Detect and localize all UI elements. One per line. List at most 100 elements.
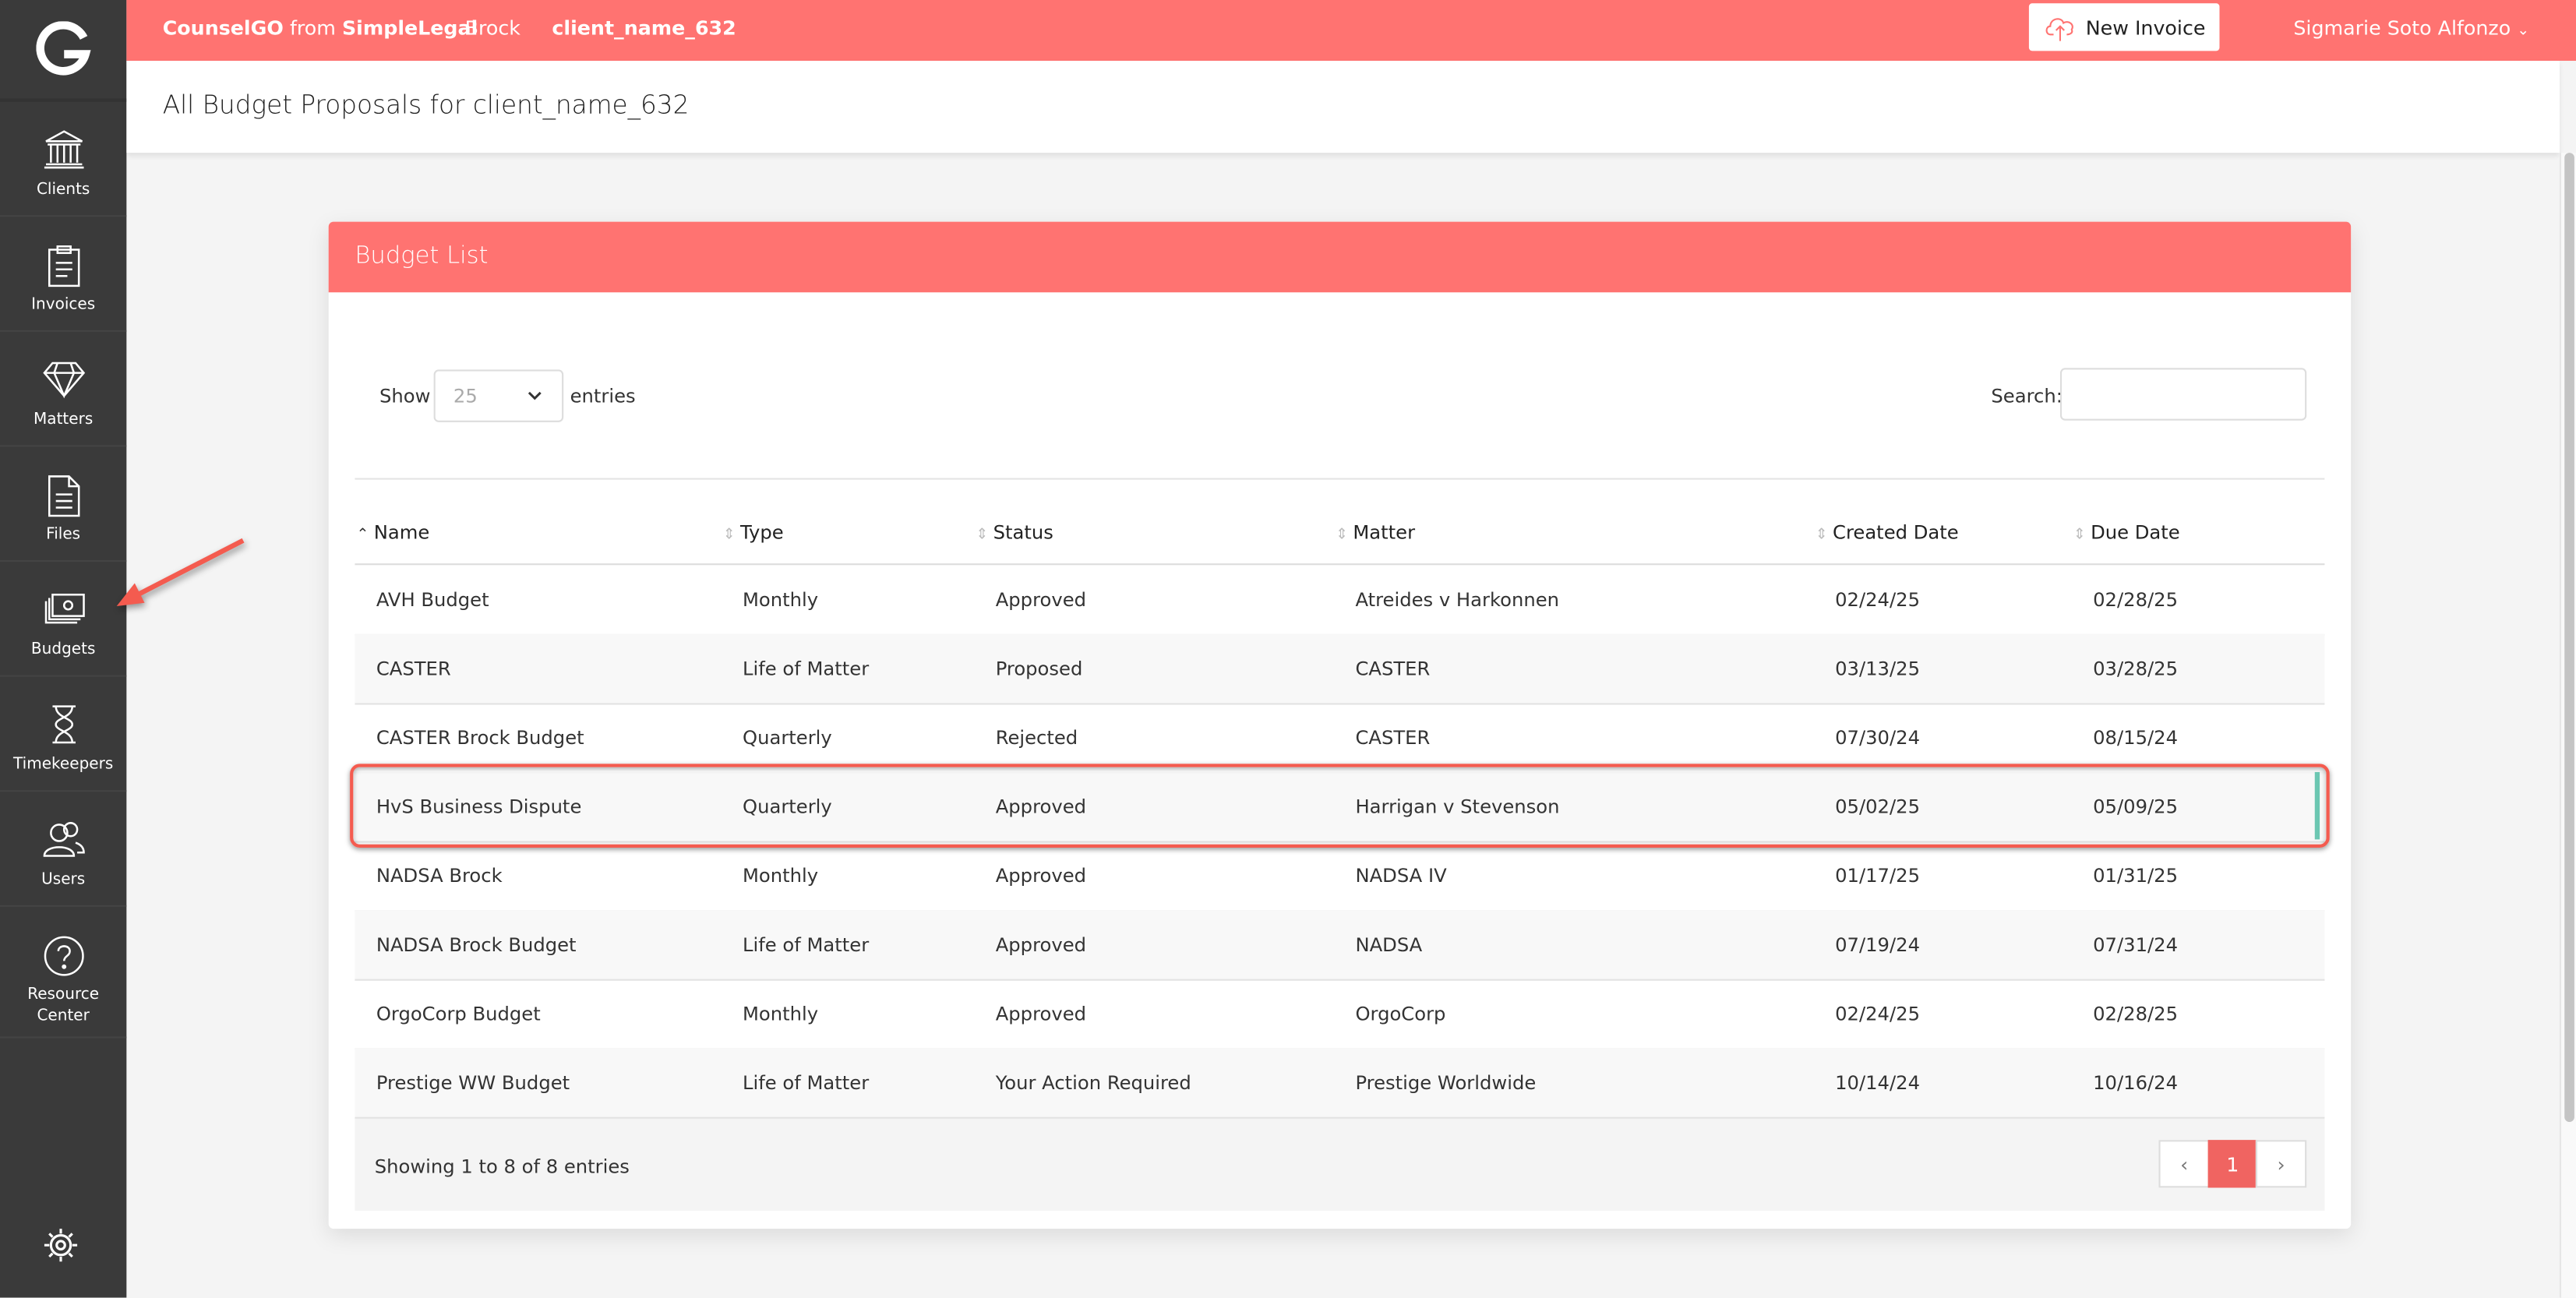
cell-status: Proposed xyxy=(995,657,1083,680)
sidebar-item-matters[interactable]: Matters xyxy=(0,330,127,447)
cell-due-date: 07/31/24 xyxy=(2093,933,2179,957)
cell-type: Quarterly xyxy=(743,725,832,750)
cell-matter: CASTER xyxy=(1355,657,1431,680)
breadcrumb-client[interactable]: client_name_632 xyxy=(552,16,736,40)
column-label: Status xyxy=(993,520,1053,544)
column-header-due-date[interactable]: ⇕ Due Date xyxy=(2073,520,2180,544)
sidebar-item-files[interactable]: Files xyxy=(0,445,127,563)
cell-due-date: 03/28/25 xyxy=(2093,657,2179,680)
user-menu[interactable]: Sigmarie Soto Alfonzo ⌄ xyxy=(2293,16,2529,40)
cloud-upload-icon xyxy=(2045,17,2073,41)
scrollbar-thumb[interactable] xyxy=(2564,153,2574,1123)
counselgo-logo[interactable] xyxy=(0,0,127,102)
table-row[interactable]: CASTER Life of Matter Proposed CASTER 03/13/… xyxy=(355,633,2325,705)
sort-asc-icon: ⌃ xyxy=(356,527,369,544)
cell-type: Life of Matter xyxy=(743,1070,870,1095)
brand-name: CounselGO xyxy=(162,16,284,40)
table-row[interactable]: NADSA Brock Monthly Approved NADSA IV 01/17/… xyxy=(355,841,2325,912)
cell-created-date: 10/14/24 xyxy=(1835,1070,1921,1095)
breadcrumb-firm[interactable]: Brock xyxy=(464,16,520,40)
sort-icon: ⇕ xyxy=(1815,527,1828,544)
user-name: Sigmarie Soto Alfonzo xyxy=(2293,16,2511,40)
page-header: All Budget Proposals for client_name_632 xyxy=(126,61,2560,153)
cell-due-date: 02/28/25 xyxy=(2093,587,2179,612)
chevron-right-icon: › xyxy=(2277,1152,2285,1176)
page-title: All Budget Proposals for client_name_632 xyxy=(162,90,690,120)
cell-type: Life of Matter xyxy=(743,657,870,680)
entries-select[interactable]: 25 xyxy=(433,369,564,422)
card-title: Budget List xyxy=(355,243,489,270)
cell-name: CASTER xyxy=(376,657,451,680)
column-label: Due Date xyxy=(2091,520,2180,544)
top-bar: CounselGO from SimpleLegal Brock client_… xyxy=(126,0,2576,62)
chevron-down-icon xyxy=(528,391,542,400)
cell-name: Prestige WW Budget xyxy=(376,1070,570,1095)
column-label: Name xyxy=(373,520,430,544)
cell-matter: Atreides v Harkonnen xyxy=(1355,587,1560,612)
page-number: 1 xyxy=(2226,1152,2239,1176)
sidebar-item-timekeepers[interactable]: Timekeepers xyxy=(0,675,127,792)
table-row[interactable]: HvS Business Dispute Quarterly Approved Har… xyxy=(355,771,2325,843)
users-icon xyxy=(0,820,126,859)
table-row[interactable]: NADSA Brock Budget Life of Matter Approved… xyxy=(355,910,2325,981)
sidebar-item-label: Clients xyxy=(36,180,90,199)
highlight-annotation xyxy=(350,764,2330,848)
column-label: Created Date xyxy=(1833,520,1959,544)
cell-matter: Prestige Worldwide xyxy=(1355,1070,1537,1095)
header-border xyxy=(355,563,2325,566)
column-label: Matter xyxy=(1353,520,1416,544)
sort-icon: ⇕ xyxy=(976,527,989,544)
cell-created-date: 03/13/25 xyxy=(1835,657,1921,680)
prev-page-button[interactable]: ‹ xyxy=(2158,1140,2210,1188)
budget-list-card: Budget List Show 25 entries Search: ⌃ Nam… xyxy=(328,221,2352,1229)
brand-company: SimpleLegal xyxy=(341,16,478,40)
sort-icon: ⇕ xyxy=(1336,527,1349,544)
search-label: Search: xyxy=(1991,384,2063,407)
next-page-button[interactable]: › xyxy=(2255,1140,2307,1188)
sidebar-item-label: Invoices xyxy=(31,295,96,314)
table-row[interactable]: Prestige WW Budget Life of Matter Your Act… xyxy=(355,1048,2325,1119)
file-icon xyxy=(0,474,126,517)
gear-icon[interactable] xyxy=(43,1227,79,1270)
column-header-matter[interactable]: ⇕ Matter xyxy=(1336,520,1415,544)
sidebar-item-clients[interactable]: Clients xyxy=(0,101,127,217)
cell-due-date: 02/28/25 xyxy=(2093,1002,2179,1025)
brand[interactable]: CounselGO from SimpleLegal xyxy=(163,16,478,40)
cell-status: Approved xyxy=(995,587,1087,612)
scrollbar[interactable] xyxy=(2559,153,2576,1298)
chevron-down-icon: ⌄ xyxy=(2517,23,2530,40)
brand-from: from xyxy=(289,16,336,40)
sidebar-item-budgets[interactable]: Budgets xyxy=(0,560,127,677)
cell-created-date: 07/30/24 xyxy=(1835,725,1921,750)
cell-type: Life of Matter xyxy=(743,933,870,957)
table-row[interactable]: AVH Budget Monthly Approved Atreides v Hark… xyxy=(355,565,2325,636)
sidebar-item-invoices[interactable]: Invoices xyxy=(0,215,127,332)
sort-icon: ⇕ xyxy=(722,527,736,544)
cell-due-date: 01/31/25 xyxy=(2093,864,2179,887)
search-input[interactable] xyxy=(2059,368,2307,421)
cell-status: Your Action Required xyxy=(995,1070,1191,1095)
hourglass-icon xyxy=(0,705,126,745)
sort-icon: ⇕ xyxy=(2073,527,2086,544)
card-header: Budget List xyxy=(328,221,2352,293)
sidebar-item-resource-center[interactable]: Resource Center xyxy=(0,905,127,1039)
help-icon xyxy=(0,935,126,976)
cell-due-date: 05/09/25 xyxy=(2093,795,2179,818)
chevron-left-icon: ‹ xyxy=(2180,1152,2189,1176)
table-row[interactable]: OrgoCorp Budget Monthly Approved OrgoCorp 02… xyxy=(355,979,2325,1050)
sidebar-item-users[interactable]: Users xyxy=(0,790,127,907)
column-header-type[interactable]: ⇕ Type xyxy=(723,520,784,544)
sidebar-item-label: Users xyxy=(41,870,86,889)
cell-due-date: 10/16/24 xyxy=(2093,1070,2179,1095)
page-1-button[interactable]: 1 xyxy=(2207,1140,2257,1188)
bank-icon xyxy=(0,130,126,170)
g-logo-icon xyxy=(35,21,90,76)
new-invoice-button[interactable]: New Invoice xyxy=(2028,3,2220,51)
column-header-status[interactable]: ⇕ Status xyxy=(976,520,1053,544)
cell-status: Rejected xyxy=(995,725,1078,750)
cell-created-date: 01/17/25 xyxy=(1835,864,1921,887)
cell-name: NADSA Brock Budget xyxy=(376,933,577,957)
column-header-created-date[interactable]: ⇕ Created Date xyxy=(1816,520,1959,544)
column-header-name[interactable]: ⌃ Name xyxy=(357,520,430,544)
cell-matter: OrgoCorp xyxy=(1355,1002,1446,1025)
